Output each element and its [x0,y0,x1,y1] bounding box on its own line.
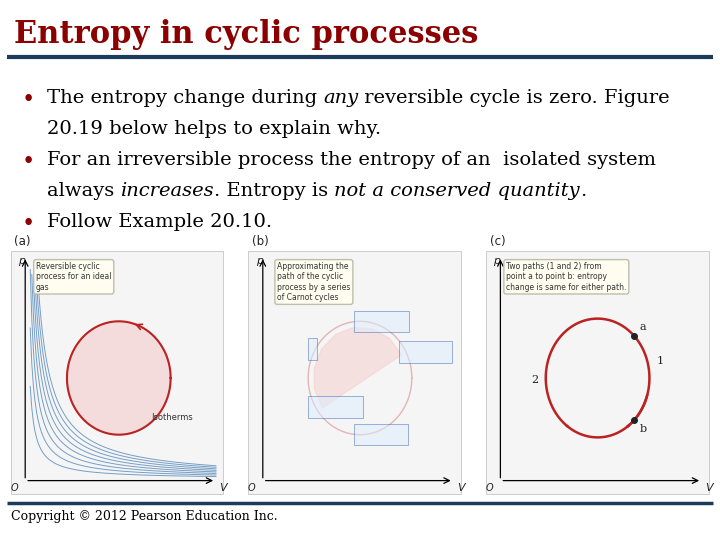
Text: a: a [639,322,646,332]
Text: 1: 1 [657,356,664,367]
Bar [308,396,363,417]
Text: p: p [18,256,25,267]
Text: (b): (b) [252,235,269,248]
Bar [354,310,409,332]
Text: reversible cycle is zero. Figure: reversible cycle is zero. Figure [359,89,670,107]
Bar [399,341,452,363]
Text: 2: 2 [531,375,539,386]
Text: any: any [323,89,359,107]
Text: O: O [248,483,256,494]
Text: .: . [580,182,586,200]
Bar [354,424,408,446]
Text: For an irreversible process the entropy of an  isolated system: For an irreversible process the entropy … [47,151,656,169]
Text: (a): (a) [14,235,31,248]
Bar [308,339,317,360]
Text: •: • [22,151,35,173]
Polygon shape [67,321,171,435]
FancyBboxPatch shape [486,251,709,494]
FancyBboxPatch shape [248,251,461,494]
Text: V: V [457,483,465,494]
Text: p: p [256,256,263,267]
Text: Approximating the
path of the cyclic
process by a series
of Carnot cycles: Approximating the path of the cyclic pro… [277,262,351,302]
Text: Reversible cyclic
process for an ideal
gas: Reversible cyclic process for an ideal g… [36,262,112,292]
Text: V: V [220,483,228,494]
Text: p: p [493,256,500,267]
Text: increases: increases [120,182,214,200]
Text: always: always [47,182,120,200]
Text: •: • [22,213,35,235]
Text: Copyright © 2012 Pearson Education Inc.: Copyright © 2012 Pearson Education Inc. [11,510,277,523]
Text: . Entropy is: . Entropy is [214,182,334,200]
Text: b: b [639,424,647,434]
Text: Entropy in cyclic processes: Entropy in cyclic processes [14,19,479,50]
Text: not a conserved quantity: not a conserved quantity [334,182,580,200]
Text: Follow Example 20.10.: Follow Example 20.10. [47,213,272,231]
Text: V: V [706,483,714,494]
Text: O: O [10,483,18,494]
Text: 20.19 below helps to explain why.: 20.19 below helps to explain why. [47,120,381,138]
Text: O: O [485,483,493,494]
Text: The entropy change during: The entropy change during [47,89,323,107]
Text: •: • [22,89,35,111]
Text: Isotherms: Isotherms [151,413,193,422]
Text: (c): (c) [490,235,505,248]
Polygon shape [314,327,402,408]
FancyBboxPatch shape [11,251,223,494]
Text: Two paths (1 and 2) from
point a to point b: entropy
change is same for either p: Two paths (1 and 2) from point a to poin… [506,262,626,292]
